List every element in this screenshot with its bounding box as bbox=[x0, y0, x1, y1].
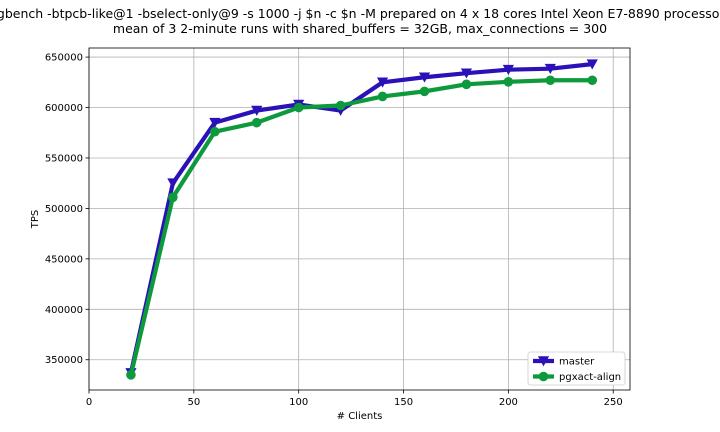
grid bbox=[88, 48, 630, 390]
data-point bbox=[126, 370, 136, 380]
chart-subtitle: mean of 3 2-minute runs with shared_buff… bbox=[113, 21, 607, 36]
axis-ticks: 0 50 100 150 200 250 350000 400000 450000 500000 5… bbox=[45, 53, 623, 408]
data-point bbox=[587, 75, 598, 86]
data-point bbox=[461, 79, 472, 90]
legend-item: pgxact-align bbox=[533, 371, 621, 383]
legend-marker bbox=[537, 356, 550, 367]
data-point bbox=[210, 126, 220, 137]
chart-title: pgbench -btpcb-like@1 -bselect-only@9 -s… bbox=[0, 6, 720, 21]
data-point bbox=[335, 100, 346, 111]
y-tick-label: 600000 bbox=[45, 103, 83, 114]
data-point bbox=[376, 77, 389, 88]
x-tick-label: 0 bbox=[86, 397, 92, 408]
data-point bbox=[168, 192, 178, 203]
legend-marker bbox=[538, 371, 549, 382]
y-axis-label: TPS bbox=[30, 210, 41, 230]
legend-item: master bbox=[533, 356, 595, 368]
data-point bbox=[545, 75, 556, 86]
legend: master pgxact-align bbox=[527, 351, 626, 386]
plot-area bbox=[88, 47, 631, 391]
y-tick-label: 650000 bbox=[45, 53, 83, 64]
data-point bbox=[377, 91, 388, 102]
y-tick-label: 500000 bbox=[45, 204, 83, 215]
data-point bbox=[502, 64, 514, 76]
x-tick-label: 100 bbox=[289, 397, 308, 408]
data-point bbox=[418, 72, 431, 83]
data-point bbox=[167, 178, 179, 189]
data-point bbox=[460, 68, 473, 79]
legend-label: master bbox=[559, 357, 595, 368]
data-point bbox=[293, 102, 304, 113]
data-point bbox=[209, 117, 221, 128]
data-point bbox=[419, 86, 430, 97]
x-tick-label: 50 bbox=[187, 397, 200, 408]
data-point bbox=[586, 59, 598, 70]
data-point bbox=[544, 63, 556, 75]
data-point bbox=[251, 117, 262, 128]
y-tick-label: 400000 bbox=[45, 305, 83, 316]
series-line bbox=[128, 62, 593, 374]
y-tick-label: 550000 bbox=[45, 153, 83, 164]
x-axis-label: # Clients bbox=[337, 411, 383, 422]
y-tick-label: 450000 bbox=[45, 254, 83, 265]
series-pgxact-align bbox=[126, 75, 598, 380]
legend-label: pgxact-align bbox=[559, 372, 621, 383]
x-tick-label: 200 bbox=[499, 397, 518, 408]
series-line bbox=[128, 78, 593, 376]
series-group bbox=[125, 59, 598, 380]
y-tick-label: 350000 bbox=[45, 355, 83, 366]
data-point bbox=[503, 76, 514, 87]
x-tick-label: 150 bbox=[394, 397, 413, 408]
data-point bbox=[251, 105, 263, 116]
x-tick-label: 250 bbox=[604, 397, 623, 408]
